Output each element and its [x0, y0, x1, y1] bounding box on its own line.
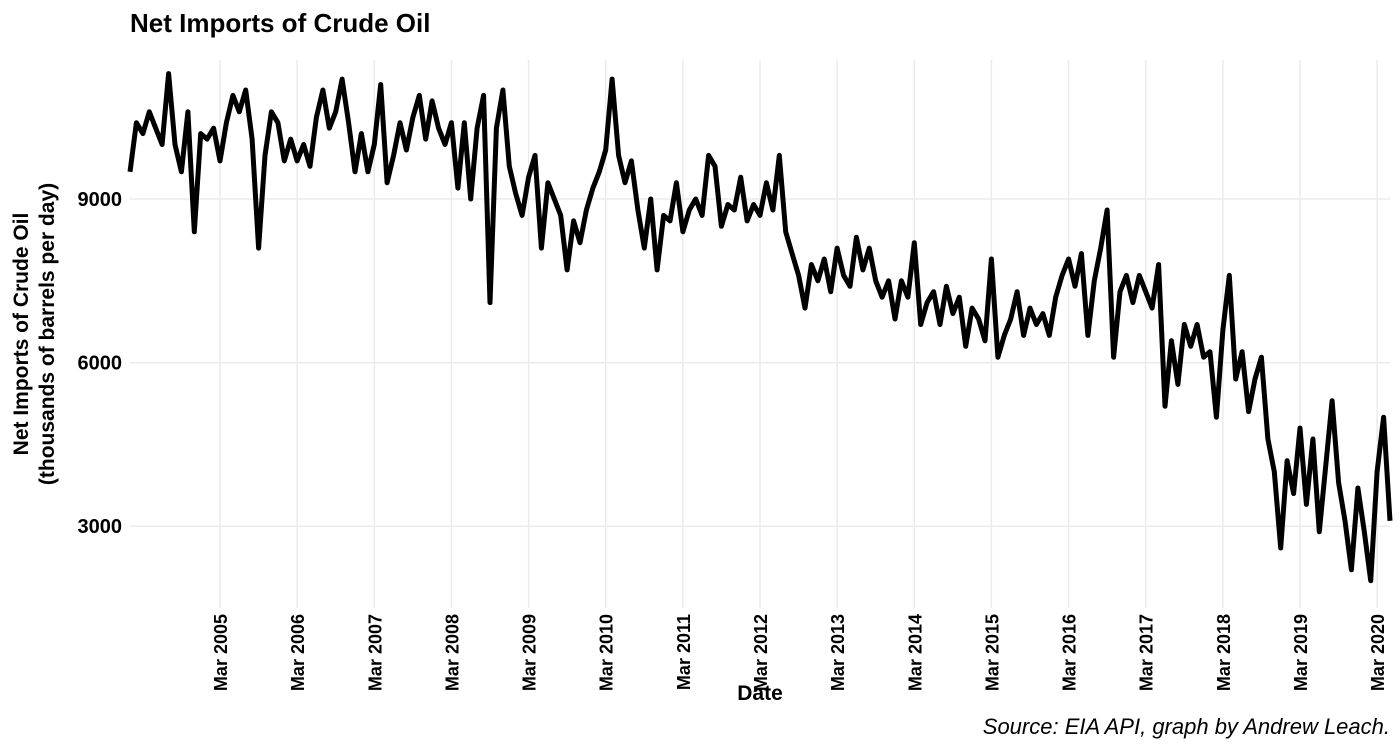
- y-axis-title: (thousands of barrels per day): [36, 183, 59, 485]
- x-tick-label: Mar 2011: [674, 614, 694, 690]
- x-tick-label: Mar 2014: [905, 614, 925, 691]
- x-tick-label: Mar 2007: [365, 614, 385, 691]
- x-tick-label: Mar 2006: [288, 614, 308, 691]
- x-axis-title: Date: [737, 682, 783, 705]
- x-tick-label: Mar 2009: [520, 614, 540, 691]
- x-tick-label: Mar 2017: [1137, 614, 1157, 691]
- x-tick-label: Mar 2016: [1060, 614, 1080, 691]
- y-axis-title: Net Imports of Crude Oil: [10, 213, 33, 456]
- x-tick-label: Mar 2018: [1214, 614, 1234, 691]
- chart-title: Net Imports of Crude Oil: [130, 8, 430, 38]
- y-tick-label: 3000: [78, 516, 123, 538]
- y-tick-label: 6000: [78, 353, 123, 375]
- caption: Source: EIA API, graph by Andrew Leach.: [983, 714, 1390, 739]
- x-tick-label: Mar 2020: [1368, 614, 1388, 691]
- x-tick-label: Mar 2010: [597, 614, 617, 691]
- data-line: [127, 71, 1393, 584]
- x-tick-label: Mar 2013: [828, 614, 848, 691]
- y-tick-label: 9000: [78, 189, 123, 211]
- x-tick-label: Mar 2019: [1291, 614, 1311, 691]
- x-tick-label: Mar 2015: [982, 614, 1002, 691]
- x-tick-label: Mar 2005: [211, 614, 231, 691]
- x-tick-label: Mar 2012: [751, 614, 771, 691]
- x-tick-label: Mar 2008: [442, 614, 462, 691]
